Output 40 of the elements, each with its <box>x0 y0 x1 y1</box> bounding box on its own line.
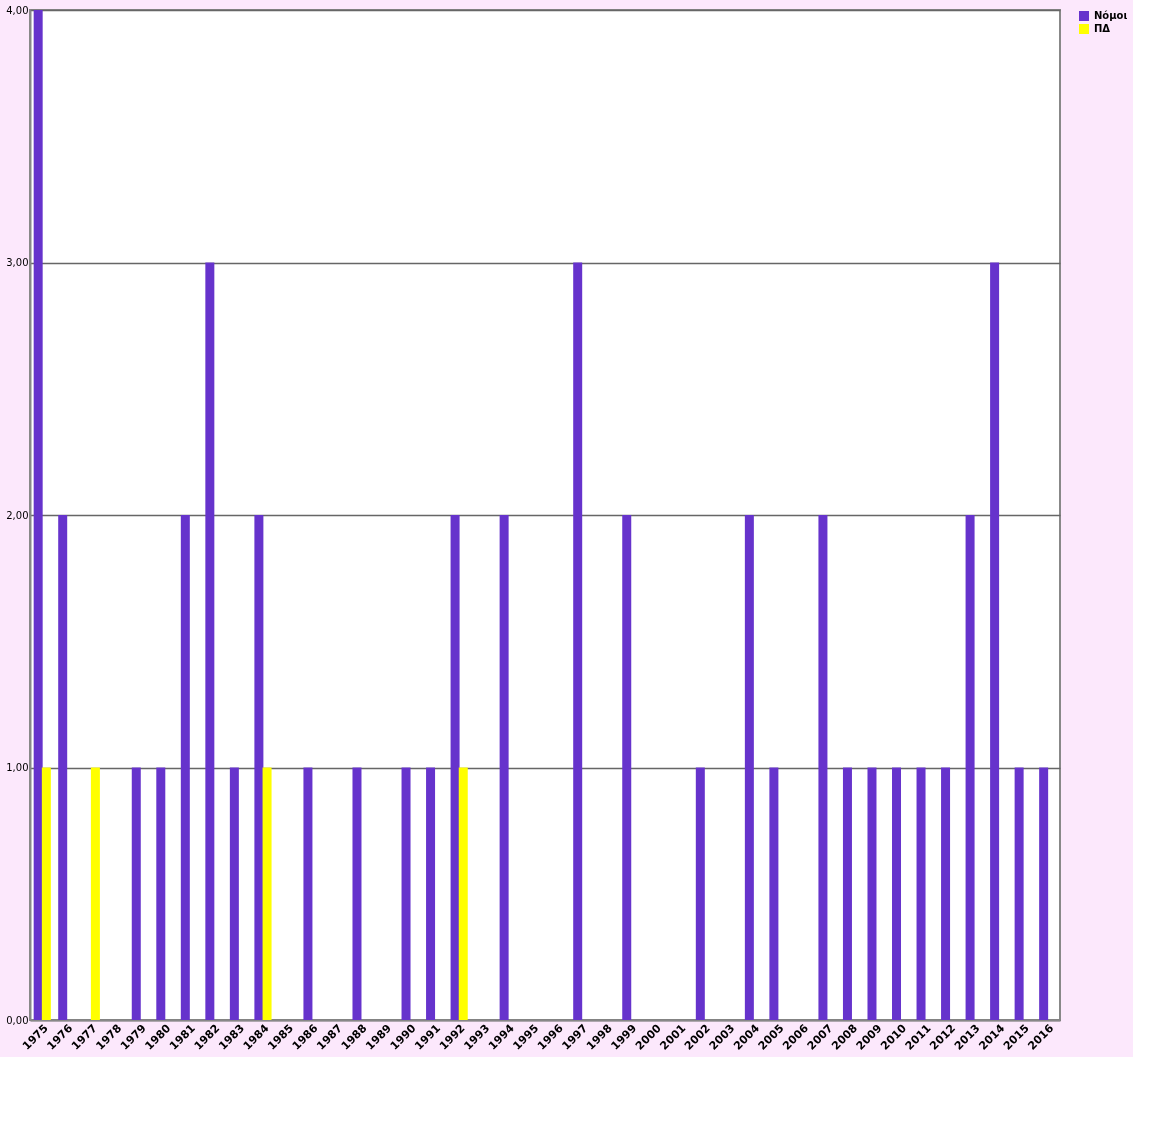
bar <box>769 767 779 1020</box>
bar <box>254 515 264 1020</box>
bar <box>156 767 166 1020</box>
bar <box>450 515 460 1020</box>
bar <box>499 515 509 1020</box>
bar <box>916 767 926 1020</box>
bar <box>965 515 975 1020</box>
bar <box>1039 767 1049 1020</box>
y-tick-label: 1,00 <box>6 762 29 773</box>
bar <box>990 262 1000 1020</box>
bar <box>352 767 362 1020</box>
bar <box>205 262 215 1020</box>
y-tick-label: 2,00 <box>6 509 29 521</box>
bar <box>180 515 190 1020</box>
bar <box>892 767 902 1020</box>
y-tick-label: 4,00 <box>6 4 29 16</box>
bar <box>695 767 705 1020</box>
legend-label: ΠΔ <box>1094 23 1111 34</box>
bar <box>426 767 436 1020</box>
legend-label: Νόμοι <box>1094 10 1128 21</box>
bar <box>229 767 239 1020</box>
bar <box>941 767 951 1020</box>
y-tick-label: 0,00 <box>6 1014 29 1026</box>
bar <box>1014 767 1024 1020</box>
bar <box>90 767 100 1020</box>
bar <box>58 515 68 1020</box>
bar <box>842 767 852 1020</box>
bar <box>262 767 272 1020</box>
bar <box>303 767 313 1020</box>
bar <box>33 10 43 1020</box>
bar <box>458 767 468 1020</box>
bar <box>744 515 754 1020</box>
bar <box>867 767 877 1020</box>
bar <box>573 262 583 1020</box>
bar <box>41 767 51 1020</box>
bar <box>818 515 828 1020</box>
y-tick-label: 3,00 <box>6 257 29 268</box>
bar <box>622 515 632 1020</box>
bar <box>131 767 141 1020</box>
bar <box>401 767 411 1020</box>
